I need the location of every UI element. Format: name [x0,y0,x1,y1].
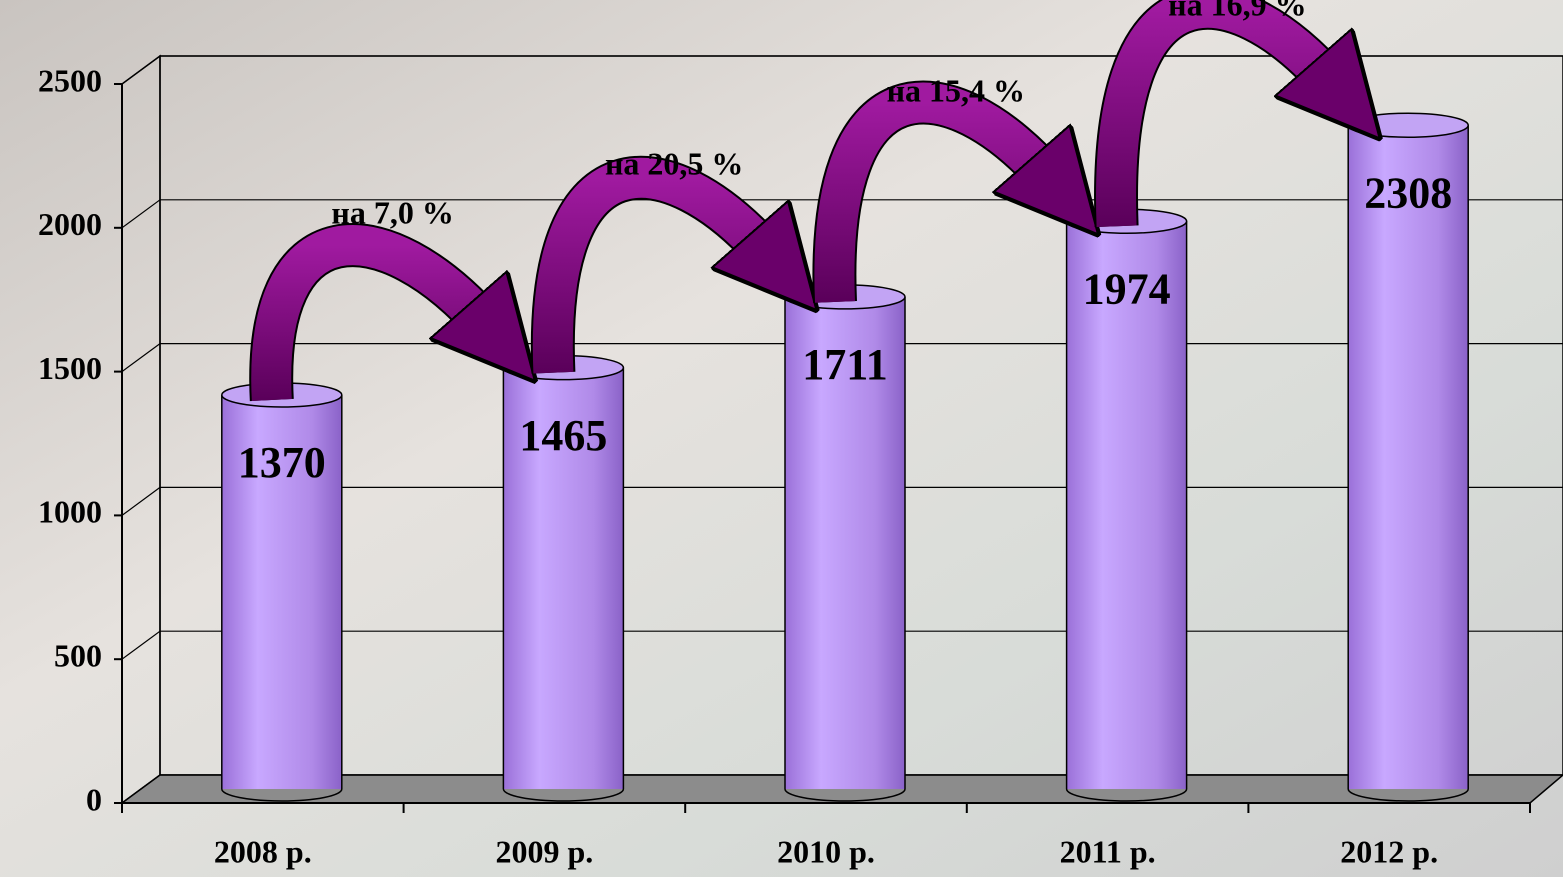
grid-line [121,343,161,373]
cylinder-outline [784,296,906,802]
grid-line [121,486,161,516]
x-tick-label: 2008 р. [214,833,312,869]
cylinder-body [503,367,624,789]
data-label: 2308 [1364,168,1452,217]
growth-arrow [1096,0,1333,228]
x-tick-label: 2012 р. [1340,833,1438,869]
y-tick-label: 2500 [38,62,102,98]
y-tick-label: 1000 [38,494,102,530]
x-tick-label: 2011 р. [1060,833,1156,869]
x-tick-label: 2010 р. [777,833,875,869]
grid-line [121,630,161,660]
data-label: 1370 [238,438,326,487]
growth-arrow [532,157,770,374]
y-tick-label: 1500 [38,350,102,386]
grid-line [121,199,161,229]
data-label: 1711 [802,340,888,389]
x-tick-label: 2009 р. [496,833,594,869]
cylinder-body [221,394,342,789]
cylinder-outline [1347,125,1469,802]
cylinder-top [1347,112,1469,138]
annotation: на 7,0 % [331,195,453,231]
annotation: на 15,4 % [887,72,1025,108]
data-label: 1974 [1083,264,1171,313]
y-tick-label: 0 [86,781,102,817]
grid-line [121,55,161,85]
growth-arrow [814,82,1051,303]
grid-line [121,774,161,804]
y-tick-label: 500 [54,638,102,674]
cylinder-outline [221,394,343,802]
data-label: 1465 [519,411,607,460]
cylinder-outline [1065,221,1188,802]
cylinder-outline [502,367,625,802]
annotation: на 20,5 % [605,146,743,182]
y-tick-label: 2000 [38,206,102,242]
cylinder-body [785,296,905,789]
growth-arrow [251,225,488,402]
cylinder-body [1066,221,1187,790]
cylinder-body [1348,125,1469,790]
annotation: на 16,9 % [1168,0,1306,23]
